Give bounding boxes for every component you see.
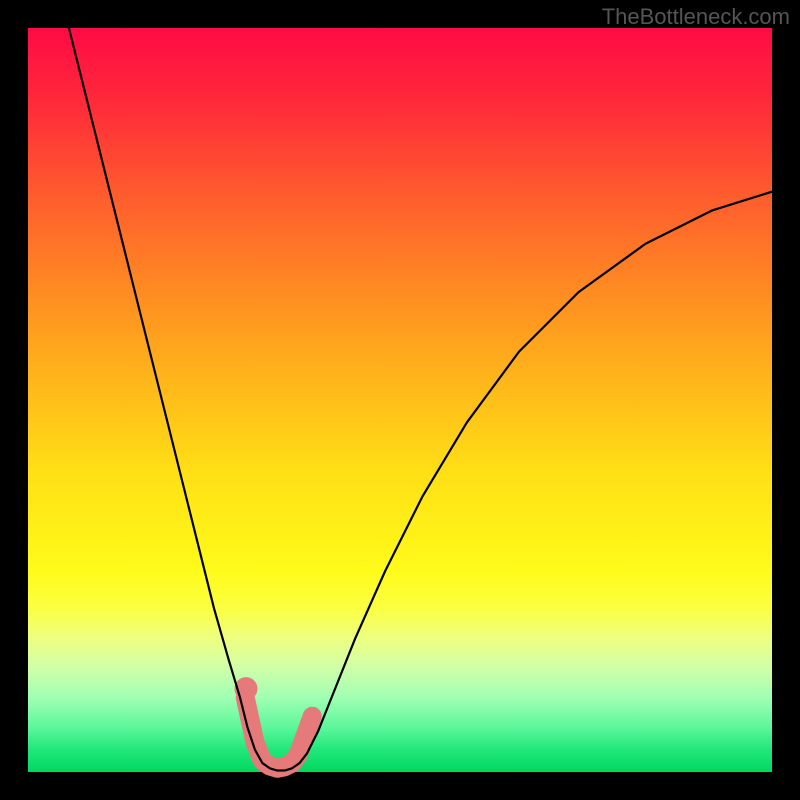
watermark-text: TheBottleneck.com (602, 4, 790, 30)
bottleneck-chart (0, 0, 800, 800)
chart-container: { "chart": { "type": "line", "width": 80… (0, 0, 800, 800)
plot-background (28, 28, 772, 772)
